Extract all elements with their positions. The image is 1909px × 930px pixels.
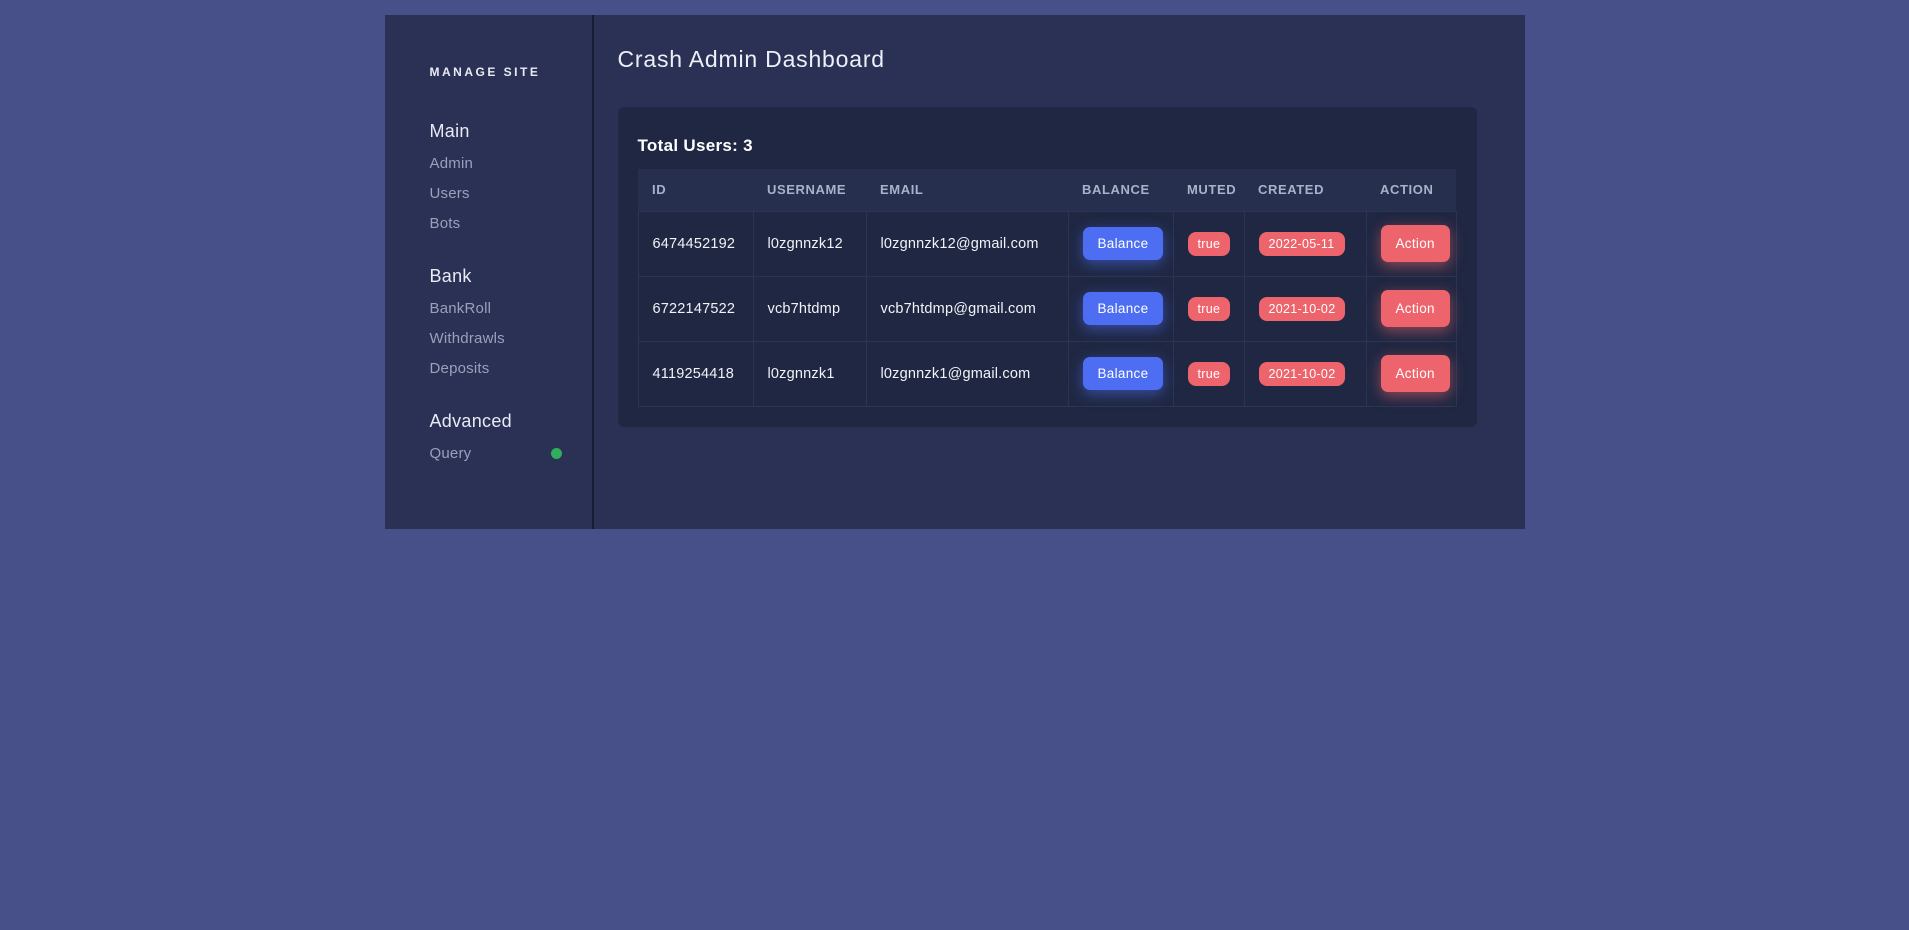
col-header-muted: MUTED	[1173, 169, 1244, 211]
sidebar-item-users[interactable]: Users	[429, 185, 470, 202]
sidebar-item-query[interactable]: Query	[430, 445, 562, 462]
col-header-balance: BALANCE	[1068, 169, 1173, 211]
nav-section-main: Main Admin Users Bots	[430, 121, 578, 232]
col-header-id: ID	[638, 169, 753, 211]
sidebar: MANAGE SITE Main Admin Users Bots Bank B…	[385, 15, 594, 529]
muted-badge: true	[1187, 361, 1231, 386]
nav-header-main: Main	[429, 121, 470, 141]
users-card: Total Users: 3 ID USERNAME EMAIL BALANCE…	[617, 107, 1477, 427]
col-header-username: USERNAME	[753, 169, 866, 211]
main-content: Crash Admin Dashboard Total Users: 3 ID …	[594, 15, 1525, 529]
sidebar-item-bots[interactable]: Bots	[429, 215, 461, 232]
table-row: 6474452192 l0zgnnzk12 l0zgnnzk12@gmail.c…	[637, 210, 1457, 277]
balance-button[interactable]: Balance	[1082, 292, 1164, 325]
sidebar-item-withdrawls[interactable]: Withdrawls	[429, 330, 505, 347]
cell-username: vcb7htdmp	[752, 275, 867, 342]
cell-username: l0zgnnzk1	[752, 340, 867, 407]
cell-user-id: 4119254418	[637, 340, 754, 407]
nav-section-bank: Bank BankRoll Withdrawls Deposits	[430, 266, 578, 377]
total-users-label: Total Users: 3	[637, 136, 753, 155]
sidebar-item-deposits[interactable]: Deposits	[429, 360, 490, 377]
nav-header-bank: Bank	[429, 266, 472, 286]
col-header-email: EMAIL	[866, 169, 1068, 211]
sidebar-item-bankroll[interactable]: BankRoll	[429, 300, 492, 317]
muted-badge: true	[1187, 296, 1231, 321]
cell-email: l0zgnnzk12@gmail.com	[865, 210, 1069, 277]
users-table: ID USERNAME EMAIL BALANCE MUTED CREATED …	[637, 169, 1457, 407]
action-button[interactable]: Action	[1380, 355, 1450, 392]
table-row: 6722147522 vcb7htdmp vcb7htdmp@gmail.com…	[637, 275, 1457, 342]
action-button[interactable]: Action	[1380, 290, 1450, 327]
page-title: Crash Admin Dashboard	[617, 46, 885, 72]
table-row: 4119254418 l0zgnnzk1 l0zgnnzk1@gmail.com…	[637, 340, 1457, 407]
action-button[interactable]: Action	[1380, 225, 1450, 262]
sidebar-brand: MANAGE SITE	[429, 65, 541, 79]
sidebar-item-query-label: Query	[429, 445, 472, 462]
balance-button[interactable]: Balance	[1082, 227, 1164, 260]
cell-user-id: 6722147522	[637, 275, 754, 342]
col-header-action: ACTION	[1366, 169, 1456, 211]
cell-email: vcb7htdmp@gmail.com	[865, 275, 1069, 342]
admin-window: MANAGE SITE Main Admin Users Bots Bank B…	[384, 15, 1525, 529]
table-header-row: ID USERNAME EMAIL BALANCE MUTED CREATED …	[638, 169, 1456, 211]
cell-email: l0zgnnzk1@gmail.com	[865, 340, 1069, 407]
sidebar-item-admin[interactable]: Admin	[429, 155, 474, 172]
created-date-badge: 2021-10-02	[1258, 361, 1346, 386]
balance-button[interactable]: Balance	[1082, 357, 1164, 390]
green-status-dot-icon	[550, 448, 562, 459]
created-date-badge: 2022-05-11	[1258, 231, 1345, 256]
cell-username: l0zgnnzk12	[752, 210, 867, 277]
muted-badge: true	[1187, 231, 1231, 256]
cell-user-id: 6474452192	[637, 210, 754, 277]
nav-section-advanced: Advanced Query	[430, 411, 578, 462]
created-date-badge: 2021-10-02	[1258, 296, 1346, 321]
col-header-created: CREATED	[1244, 169, 1366, 211]
nav-header-advanced: Advanced	[429, 411, 512, 431]
